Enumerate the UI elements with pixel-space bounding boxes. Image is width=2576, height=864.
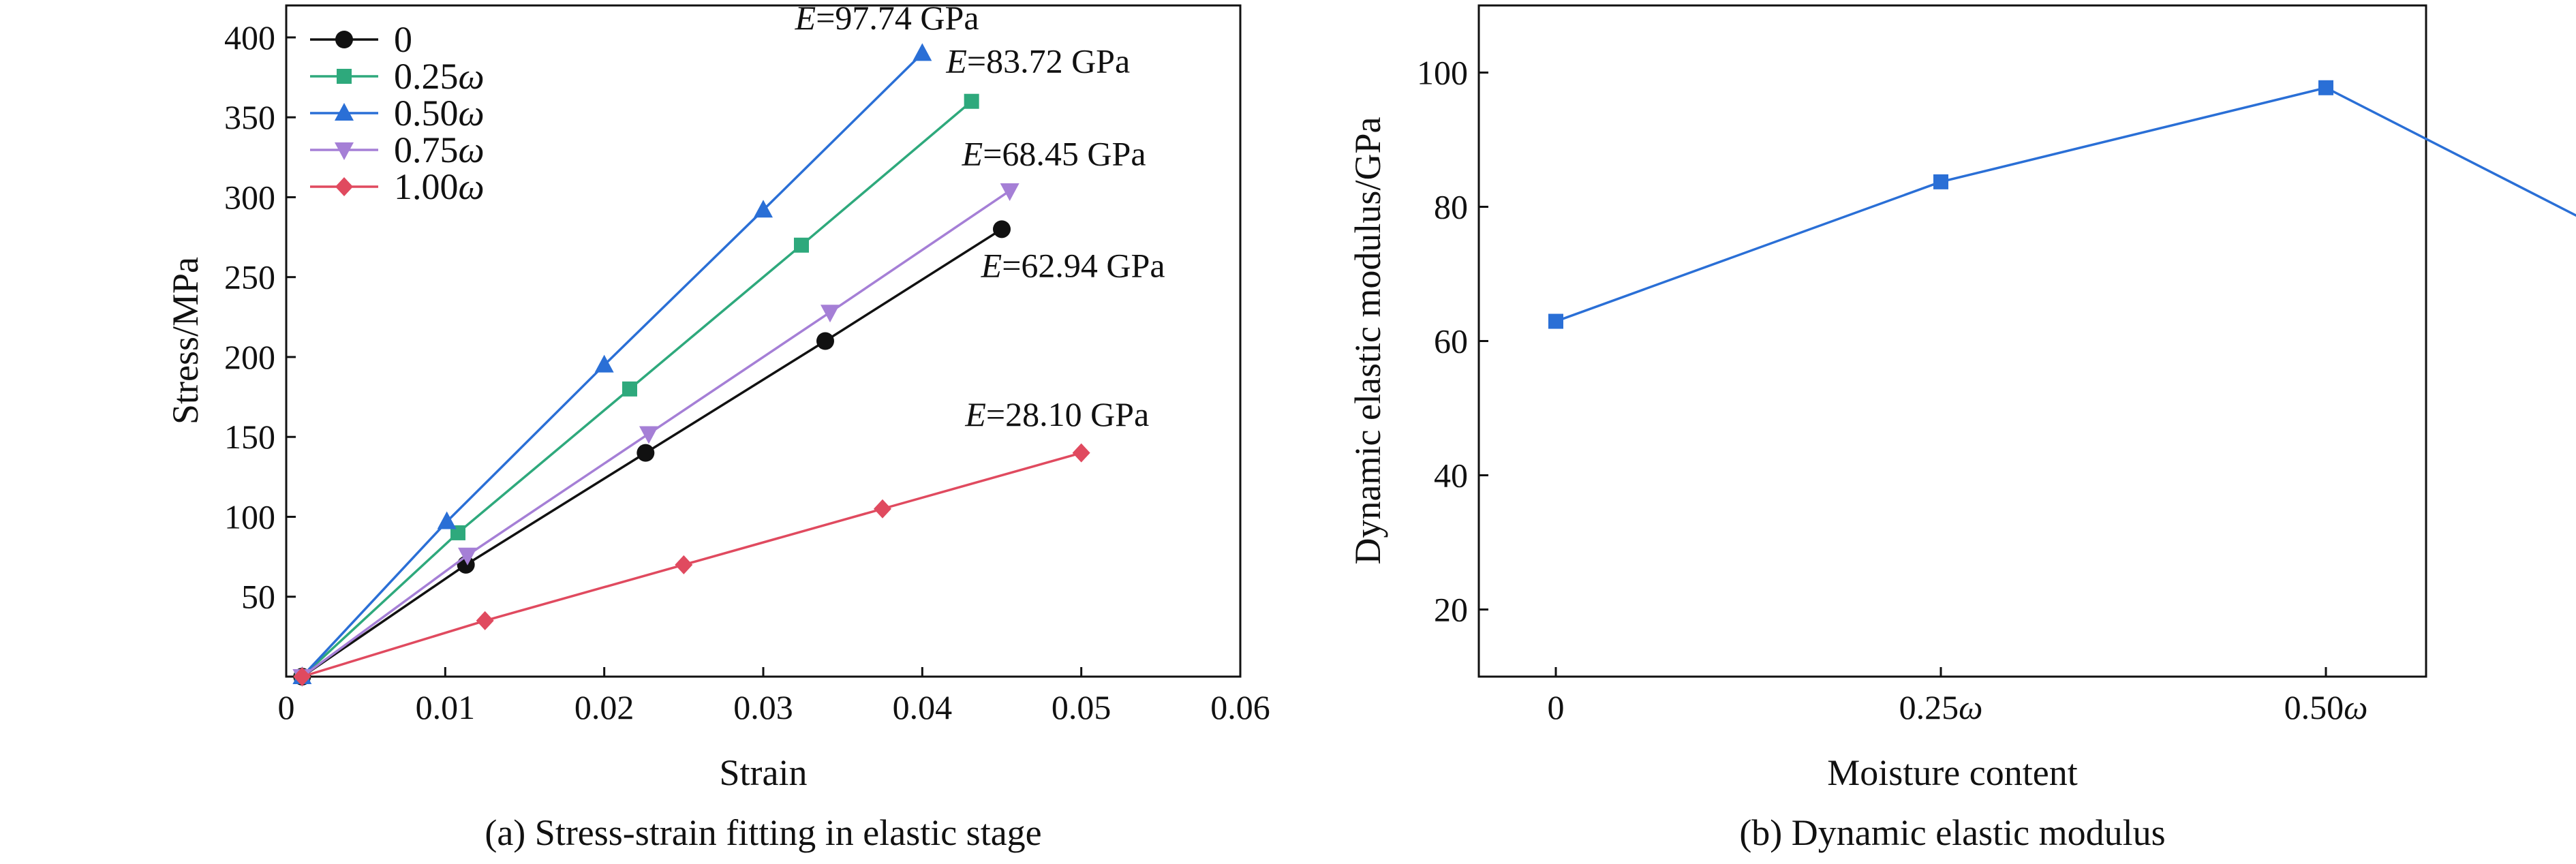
panel-b-y-axis-label: Dynamic elastic modulus/GPa bbox=[1347, 117, 1388, 565]
legend-label: 0.50ω bbox=[394, 93, 485, 134]
data-point bbox=[639, 426, 658, 444]
data-point bbox=[1933, 174, 1948, 189]
legend-marker bbox=[335, 31, 353, 48]
data-point bbox=[675, 555, 693, 574]
legend-marker bbox=[335, 142, 354, 160]
x-tick-label: 0.03 bbox=[733, 688, 793, 726]
panel-b-series bbox=[1548, 80, 2576, 329]
x-tick-label: 0 bbox=[1548, 688, 1565, 726]
x-tick-label: 0.06 bbox=[1210, 688, 1270, 726]
modulus-annotation: E=68.45 GPa bbox=[962, 135, 1146, 173]
legend-label: 0.25ω bbox=[394, 56, 485, 97]
legend-label: 1.00ω bbox=[394, 166, 485, 207]
x-tick-label: 0.02 bbox=[574, 688, 634, 726]
data-point bbox=[293, 667, 311, 686]
panel-b-caption: (b) Dynamic elastic modulus bbox=[1739, 812, 2165, 853]
panel-a-caption: (a) Stress-strain fitting in elastic sta… bbox=[485, 812, 1041, 853]
data-point bbox=[1072, 443, 1090, 463]
series-line bbox=[1555, 86, 2576, 323]
y-tick-label: 60 bbox=[1434, 322, 1468, 360]
data-point bbox=[637, 444, 655, 462]
data-point bbox=[1000, 183, 1019, 202]
y-tick-label: 50 bbox=[241, 578, 275, 616]
panel-a-ticks: 0 0.01 0.02 0.03 0.04 0.05 0.06 50 100 150 200 250 3… bbox=[224, 18, 1270, 726]
panel-b-x-axis-label: Moisture content bbox=[1827, 752, 2077, 793]
modulus-annotation: E=62.94 GPa bbox=[981, 247, 1165, 285]
x-tick-label: 0.04 bbox=[893, 688, 953, 726]
modulus-annotation: E=97.74 GPa bbox=[795, 0, 979, 37]
data-point bbox=[754, 200, 773, 218]
data-point bbox=[622, 381, 637, 397]
panel-a-annotations: E=97.74 GPa E=83.72 GPa E=68.45 GPa E=62.94… bbox=[795, 0, 1165, 433]
y-tick-label: 350 bbox=[224, 98, 275, 136]
data-point bbox=[437, 511, 457, 529]
modulus-annotation: E=83.72 GPa bbox=[945, 42, 1130, 80]
panel-b-frame bbox=[1477, 4, 2427, 678]
x-tick-label: 0.01 bbox=[416, 688, 476, 726]
legend-marker bbox=[335, 103, 354, 121]
data-point bbox=[816, 332, 834, 350]
y-tick-label: 150 bbox=[224, 418, 275, 456]
data-point bbox=[993, 220, 1011, 238]
data-point bbox=[913, 43, 932, 61]
y-tick-label: 100 bbox=[224, 497, 275, 536]
data-point bbox=[874, 499, 891, 519]
legend-label: 0 bbox=[394, 19, 412, 60]
y-tick-label: 20 bbox=[1434, 591, 1468, 629]
x-tick-label: 0 bbox=[278, 688, 295, 726]
panel-a-y-axis-label: Stress/MPa bbox=[165, 257, 206, 425]
x-tick-label: 0.05 bbox=[1052, 688, 1111, 726]
y-tick-label: 250 bbox=[224, 258, 275, 296]
y-tick-label: 200 bbox=[224, 338, 275, 376]
panel-a-stress-strain: 0 0.01 0.02 0.03 0.04 0.05 0.06 50 100 150 200 250 3… bbox=[165, 0, 1270, 853]
legend-label: 0.75ω bbox=[394, 129, 485, 170]
y-tick-label: 80 bbox=[1434, 188, 1468, 226]
data-point bbox=[594, 354, 614, 373]
panel-a-x-axis-label: Strain bbox=[720, 752, 808, 793]
data-point bbox=[476, 611, 494, 630]
data-point bbox=[2318, 80, 2333, 95]
panel-a-series bbox=[292, 43, 1090, 687]
legend-marker bbox=[337, 69, 352, 84]
modulus-annotation: E=28.10 GPa bbox=[964, 395, 1149, 433]
data-point bbox=[964, 93, 979, 109]
y-tick-label: 300 bbox=[224, 178, 275, 216]
data-point bbox=[794, 237, 809, 253]
legend-marker bbox=[335, 177, 353, 196]
y-tick-label: 400 bbox=[224, 18, 275, 57]
y-tick-label: 40 bbox=[1434, 457, 1468, 495]
data-point bbox=[821, 305, 840, 323]
data-point bbox=[1548, 313, 1563, 329]
data-point bbox=[458, 547, 477, 566]
y-tick-label: 100 bbox=[1417, 54, 1468, 92]
x-tick-label: 0.50ω bbox=[2284, 688, 2368, 726]
x-tick-label: 0.25ω bbox=[1899, 688, 1983, 726]
